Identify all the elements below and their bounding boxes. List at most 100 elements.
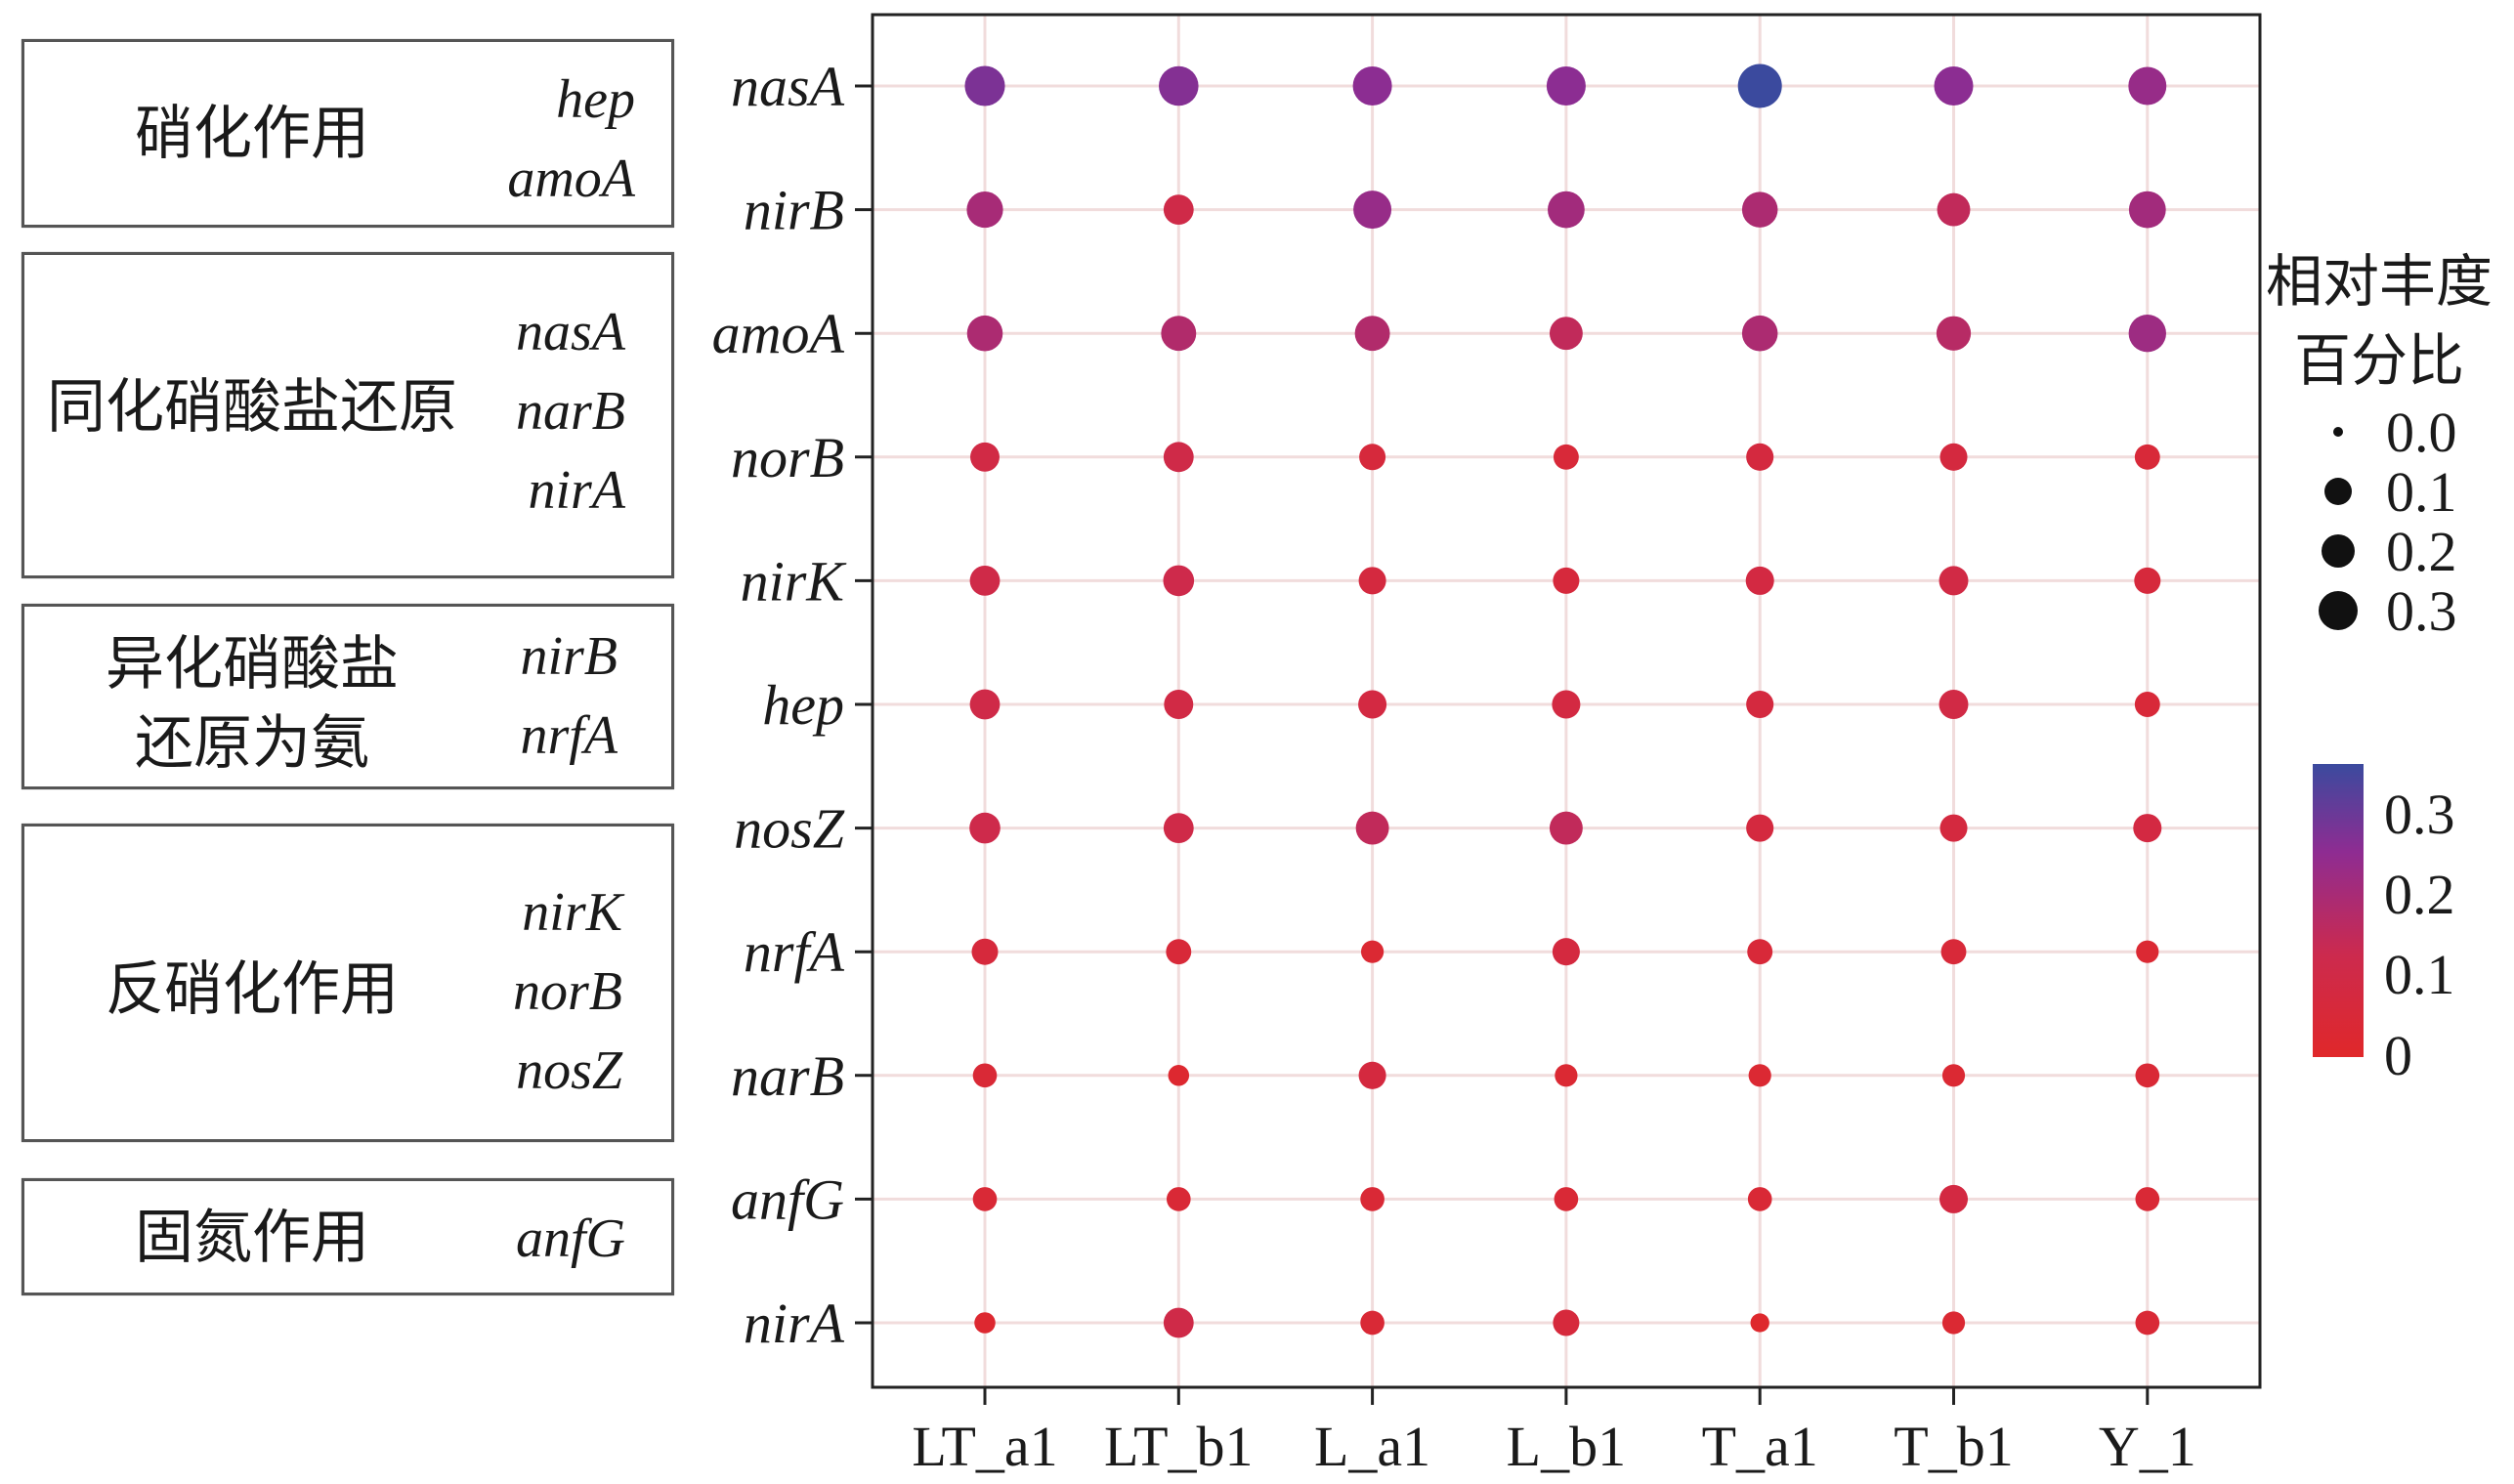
y-tick-label: norB [731, 426, 844, 489]
size-legend-dot [2322, 534, 2355, 568]
bubble-hep-LT_b1 [1164, 690, 1194, 719]
x-tick-label: Y_1 [2099, 1415, 2196, 1478]
gene-label: nirK [522, 882, 622, 943]
bubble-hep-T_b1 [1939, 690, 1969, 719]
bubble-hep-L_b1 [1552, 690, 1581, 719]
color-bar-tick-label: 0.2 [2384, 863, 2455, 926]
pathway-group [21, 39, 674, 228]
bubble-narB-T_a1 [1748, 1064, 1771, 1087]
gene-label: amoA [507, 148, 635, 210]
y-tick-label: nrfA [744, 920, 845, 984]
bubble-narB-Y_1 [2135, 1063, 2160, 1088]
bubble-nirB-Y_1 [2128, 191, 2166, 229]
pathway-genes: nasA narB nirA [430, 293, 625, 531]
bubble-nirB-LT_b1 [1163, 194, 1194, 226]
bubble-nirA-Y_1 [2135, 1310, 2160, 1336]
bubble-amoA-T_b1 [1936, 316, 1972, 351]
bubble-nrfA-LT_a1 [971, 938, 999, 965]
bubble-nosZ-Y_1 [2133, 814, 2162, 843]
bubble-amoA-L_b1 [1549, 317, 1583, 351]
bubble-anfG-Y_1 [2135, 1187, 2160, 1211]
bubble-nirB-L_a1 [1353, 191, 1392, 230]
y-tick-label: nasA [731, 55, 845, 118]
bubble-nrfA-LT_b1 [1166, 939, 1192, 965]
bubble-nirA-LT_b1 [1163, 1307, 1194, 1338]
y-tick-label: nirA [744, 1292, 845, 1355]
bubble-norB-L_a1 [1359, 444, 1386, 471]
size-legend-label: 0.1 [2386, 460, 2457, 524]
bubble-anfG-L_b1 [1554, 1187, 1579, 1211]
gene-label: norB [513, 961, 622, 1023]
bubble-nasA-Y_1 [2128, 66, 2167, 106]
gene-label: nrfA [520, 705, 618, 767]
pathway-name-line: 硝化作用 [135, 100, 369, 168]
bubble-norB-T_a1 [1746, 443, 1774, 471]
y-tick-label: nosZ [734, 797, 845, 861]
bubble-anfG-LT_b1 [1166, 1187, 1191, 1211]
pathway-name-line: 异化硝酸盐 [106, 630, 399, 699]
pathway-name-line: 还原为氨 [135, 709, 369, 778]
x-tick-label: L_a1 [1314, 1415, 1430, 1478]
bubble-norB-LT_b1 [1163, 442, 1194, 473]
bubble-nirA-LT_a1 [974, 1312, 996, 1334]
bubble-hep-T_a1 [1746, 690, 1774, 719]
gene-label: hep [556, 69, 635, 130]
pathway-group [21, 252, 674, 578]
gene-label: nosZ [516, 1040, 622, 1102]
y-tick-label: hep [762, 673, 844, 737]
x-tick-label: L_b1 [1507, 1415, 1626, 1478]
bubble-narB-LT_a1 [972, 1063, 998, 1088]
color-bar-tick-label: 0.1 [2384, 943, 2455, 1006]
bubble-amoA-L_a1 [1354, 316, 1390, 352]
bubble-nirB-T_a1 [1741, 191, 1778, 228]
bubble-nasA-L_a1 [1352, 65, 1392, 106]
bubble-nirK-Y_1 [2134, 567, 2161, 594]
bubble-amoA-Y_1 [2128, 315, 2166, 353]
bubble-nirK-L_a1 [1358, 567, 1386, 595]
bubble-nasA-LT_b1 [1159, 65, 1199, 106]
bubble-nrfA-Y_1 [2136, 940, 2159, 963]
bubble-narB-L_b1 [1555, 1064, 1578, 1087]
bubble-nasA-T_b1 [1934, 65, 1974, 106]
bubble-amoA-LT_a1 [966, 315, 1003, 352]
bubble-nirK-T_b1 [1939, 566, 1969, 596]
bubble-norB-L_b1 [1553, 444, 1579, 470]
pathway-name: 反硝化作用 [37, 951, 467, 1030]
color-bar [2313, 764, 2364, 1057]
pathway-genes: hep amoA [440, 61, 635, 219]
bubble-nirB-LT_a1 [966, 191, 1003, 229]
bubble-norB-Y_1 [2134, 444, 2160, 470]
bubble-nirA-L_a1 [1360, 1310, 1385, 1336]
bubble-nrfA-L_a1 [1360, 940, 1385, 963]
bubble-anfG-T_a1 [1747, 1187, 1772, 1211]
pathway-name-line: 同化硝酸盐还原 [47, 373, 457, 442]
size-legend-dot [2319, 591, 2358, 630]
pathway-group [21, 1178, 674, 1295]
size-legend-title: 相对丰度 百分比 [2247, 242, 2511, 401]
bubble-nosZ-T_b1 [1939, 814, 1968, 842]
bubble-nirB-L_b1 [1548, 191, 1585, 229]
pathway-genes: nirK norB nosZ [427, 873, 622, 1112]
bubble-nosZ-LT_b1 [1163, 813, 1194, 844]
bubble-anfG-L_a1 [1360, 1187, 1385, 1211]
color-bar-tick-label: 0.3 [2384, 783, 2455, 846]
pathway-name: 同化硝酸盐还原 [37, 368, 467, 447]
bubble-anfG-T_b1 [1939, 1184, 1969, 1213]
size-legend-label: 0.3 [2386, 579, 2457, 643]
bubble-nirK-LT_a1 [969, 565, 1001, 596]
bubble-hep-LT_a1 [969, 689, 1001, 720]
bubble-nosZ-L_a1 [1355, 811, 1389, 845]
bubble-nrfA-T_b1 [1940, 939, 1967, 965]
y-tick-label: amoA [712, 302, 845, 365]
bubble-nirA-L_b1 [1553, 1309, 1580, 1336]
bubble-narB-L_a1 [1358, 1061, 1386, 1089]
bubble-amoA-T_a1 [1741, 315, 1778, 352]
x-tick-label: T_a1 [1702, 1415, 1818, 1478]
y-tick-label: nirB [744, 179, 844, 242]
pathway-name: 固氮作用 [37, 1199, 467, 1278]
size-legend-label: 0.2 [2386, 520, 2457, 583]
pathway-group [21, 824, 674, 1142]
bubble-amoA-LT_b1 [1161, 316, 1197, 352]
bubble-nosZ-L_b1 [1549, 811, 1583, 845]
